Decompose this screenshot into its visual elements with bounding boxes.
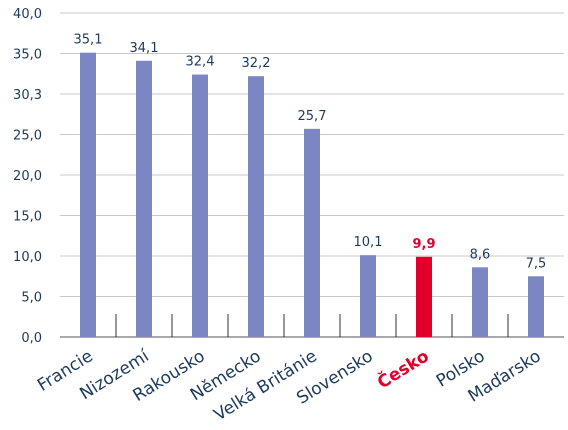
bar-3 (248, 76, 264, 338)
value-label: 35,1 (74, 33, 103, 48)
category-label: Česko (373, 345, 433, 394)
bar-8 (528, 276, 544, 337)
y-tick-label: 15,0 (13, 210, 42, 225)
value-label: 10,1 (354, 235, 383, 250)
value-label: 8,6 (470, 247, 491, 262)
value-label: 9,9 (412, 237, 435, 252)
bar-4 (304, 128, 320, 337)
bar-5 (360, 255, 376, 337)
value-labels: 35,1 34,1 32,4 32,2 25,7 10,1 9,9 8,6 7,5 (74, 33, 547, 272)
bar-7 (472, 267, 488, 337)
y-tick-label: 5,0 (21, 291, 42, 306)
bar-2 (192, 74, 208, 337)
value-label: 25,7 (298, 109, 327, 124)
y-axis-tick-labels: 0,0 5,0 10,0 15,0 20,0 25,0 30,3 35,0 40,0 (13, 7, 42, 346)
value-label: 32,2 (242, 56, 271, 71)
y-tick-label: 35,0 (13, 48, 42, 63)
bars (80, 52, 544, 338)
bar-0 (80, 52, 96, 337)
y-tick-label: 40,0 (13, 7, 42, 22)
y-tick-label: 10,0 (13, 250, 42, 265)
bar-1 (136, 60, 152, 337)
x-axis-tick-marks (115, 314, 509, 337)
value-label: 34,1 (130, 41, 159, 56)
y-tick-label: 25,0 (13, 129, 42, 144)
y-tick-label: 0,0 (21, 331, 42, 346)
y-tick-label: 30,3 (13, 88, 42, 103)
value-label: 7,5 (526, 256, 547, 271)
value-label: 32,4 (186, 55, 215, 70)
bar-6 (416, 256, 432, 337)
y-tick-label: 20,0 (13, 169, 42, 184)
